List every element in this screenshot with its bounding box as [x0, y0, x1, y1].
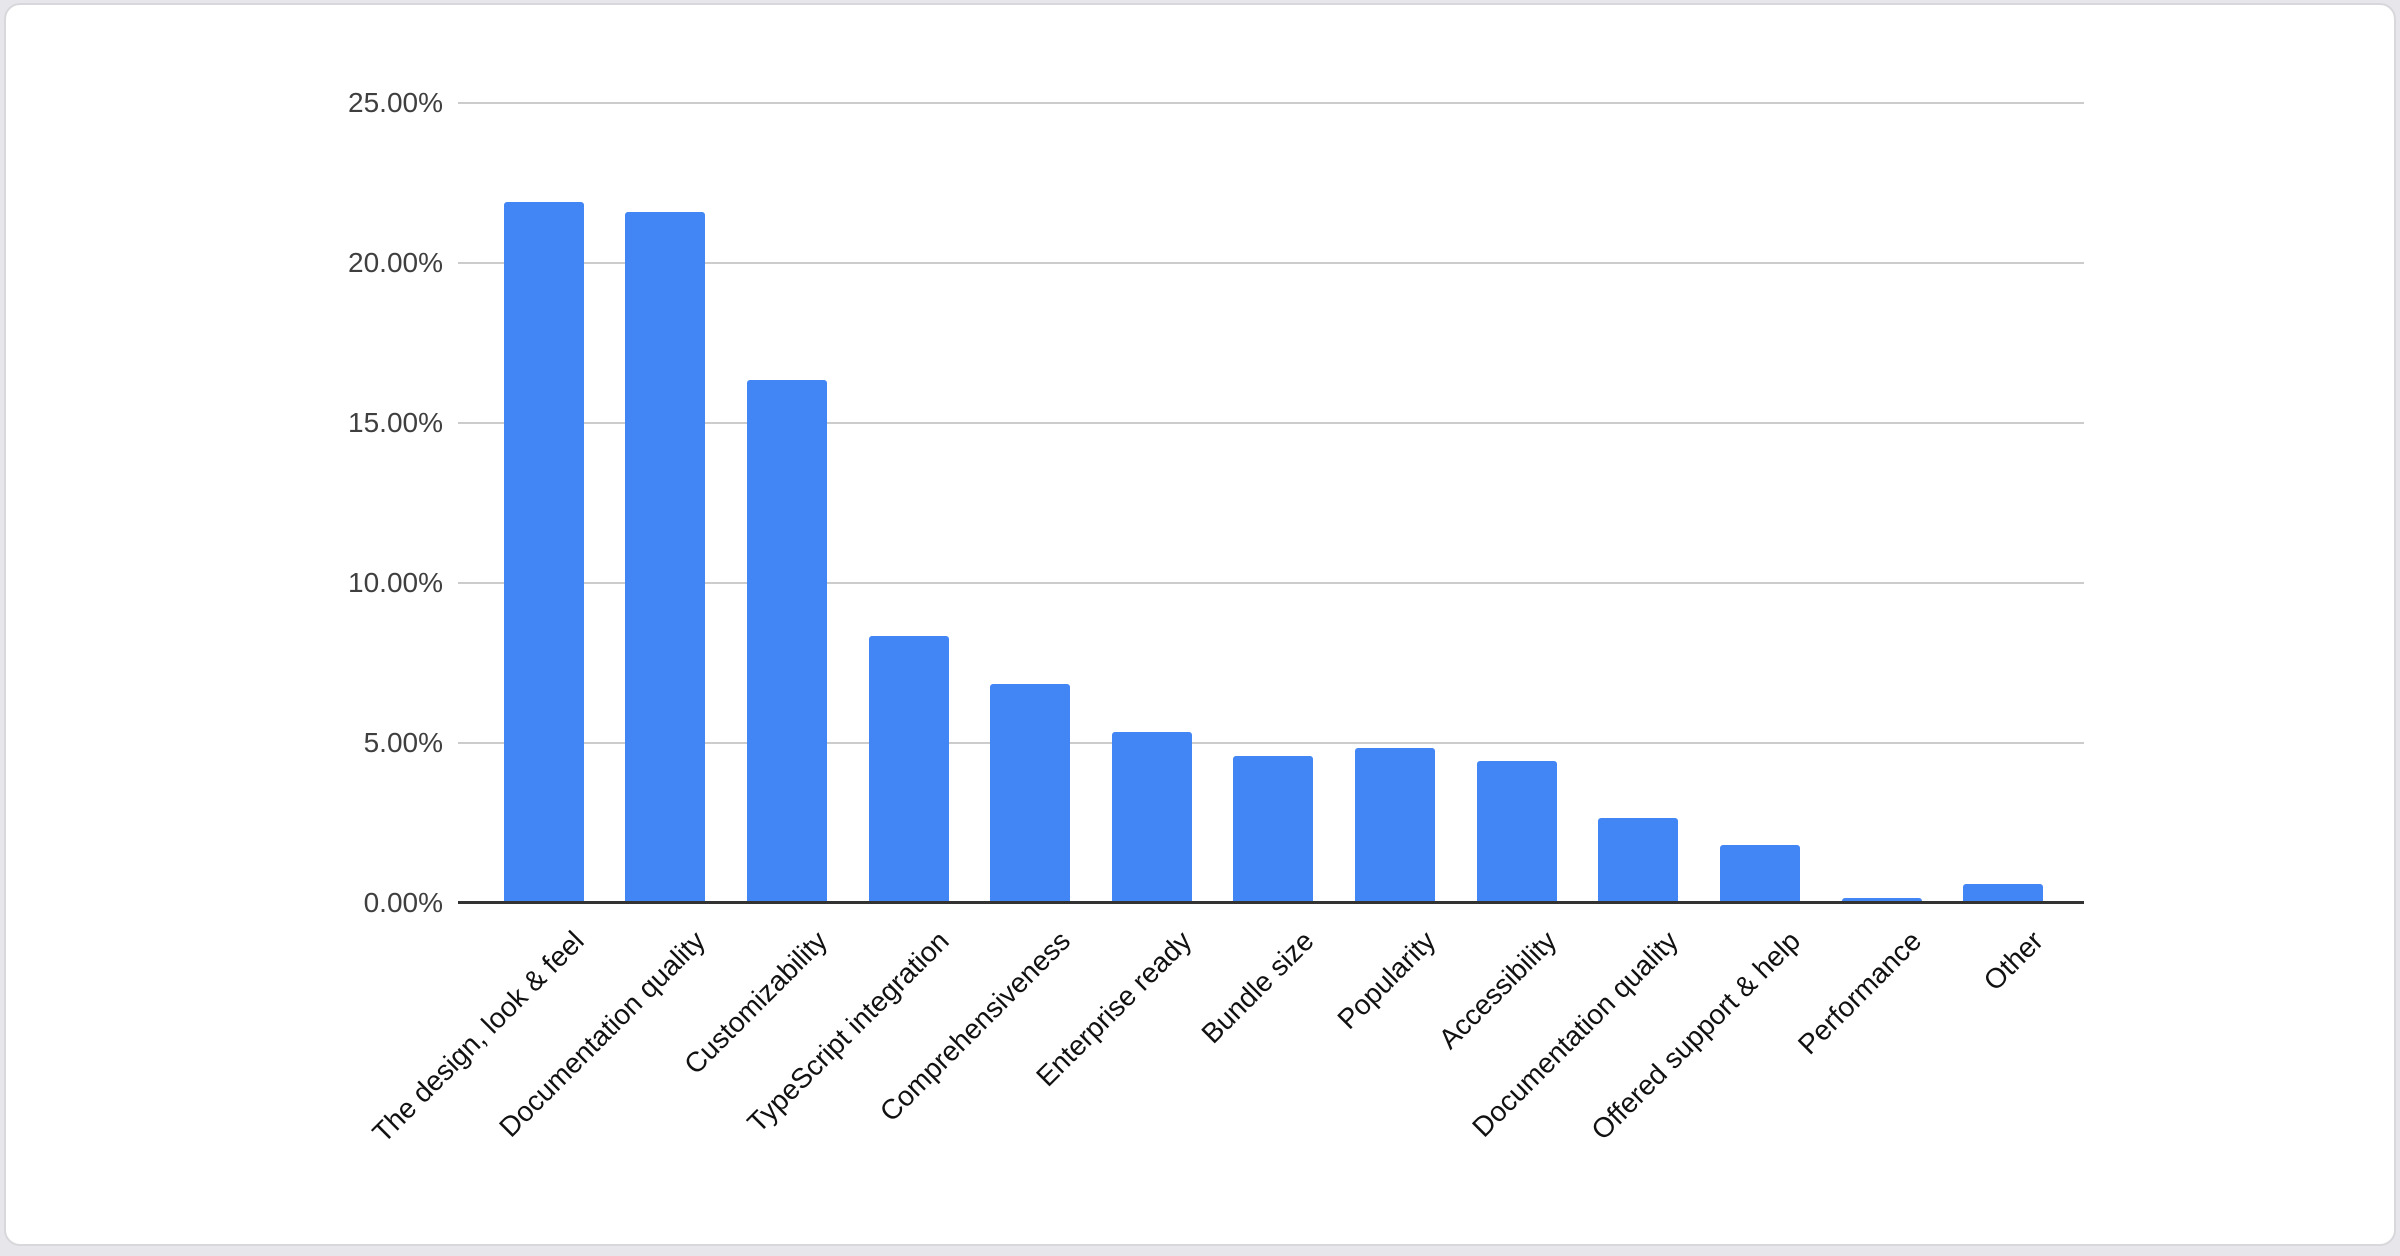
bar: [1233, 756, 1314, 903]
y-axis-tick-label: 10.00%: [348, 567, 443, 598]
gridline: [458, 582, 2084, 584]
x-axis-category-label: Documentation quality: [1466, 925, 1685, 1143]
x-axis-line: [458, 901, 2084, 904]
y-axis-tick-label: 25.00%: [348, 87, 443, 118]
bar-slot: Customizability: [678, 103, 848, 1080]
bar-slot: Enterprise ready: [1031, 103, 1213, 1092]
x-axis-category-label: The design, look & feel: [366, 925, 590, 1149]
x-axis-category-label: Performance: [1792, 925, 1928, 1061]
gridline: [458, 742, 2084, 744]
bar: [1476, 761, 1557, 903]
y-axis: 25.00% 20.00% 15.00% 10.00% 5.00% 0.00%: [6, 87, 443, 918]
gridlines: [458, 102, 2084, 904]
x-axis-category-label: Documentation quality: [493, 925, 712, 1143]
y-axis-tick-label: 5.00%: [363, 727, 443, 758]
gridline: [458, 422, 2084, 424]
bar: [1963, 884, 2044, 903]
bar: [503, 202, 584, 903]
y-axis-tick-label: 15.00%: [348, 407, 443, 438]
y-axis-tick-label: 20.00%: [348, 247, 443, 278]
bar: [1111, 732, 1192, 903]
x-axis-category-label: Offered support & help: [1585, 925, 1806, 1146]
bar-slot: Bundle size: [1195, 103, 1335, 1049]
x-axis-category-label: Bundle size: [1195, 925, 1320, 1050]
bar: [1841, 898, 1922, 903]
bar: [747, 380, 828, 903]
x-axis-category-label: Accessibility: [1432, 925, 1563, 1055]
bar: [1598, 818, 1679, 903]
bar: [1719, 845, 1800, 903]
bar-slot: Offered support & help: [1585, 103, 1821, 1146]
bar: [625, 212, 706, 903]
gridline: [458, 262, 2084, 264]
y-axis-tick-label: 0.00%: [363, 887, 443, 918]
x-axis-category-label: Other: [1977, 925, 2050, 997]
bar-slot: Accessibility: [1433, 103, 1578, 1055]
bar-slot: TypeScript integration: [741, 103, 970, 1138]
bar-slot: Comprehensiveness: [874, 103, 1091, 1127]
bar-slot: Performance: [1792, 103, 1943, 1060]
bar-slot: Documentation quality: [494, 103, 727, 1143]
bar-slot: Documentation quality: [1466, 103, 1699, 1143]
x-axis-category-label: TypeScript integration: [741, 925, 955, 1139]
gridline: [458, 102, 2084, 104]
bar-chart: 25.00% 20.00% 15.00% 10.00% 5.00% 0.00% The d…: [6, 5, 2394, 1244]
bar: [1355, 748, 1436, 903]
bar-slot: Other: [1942, 103, 2064, 996]
x-axis-category-label: Popularity: [1331, 925, 1441, 1035]
bar: [990, 684, 1071, 903]
chart-card: 25.00% 20.00% 15.00% 10.00% 5.00% 0.00% The d…: [4, 3, 2396, 1246]
bar-slot: Popularity: [1331, 103, 1456, 1035]
bars-row: The design, look & feel Documentation qua…: [366, 103, 2084, 1148]
bar: [868, 636, 949, 903]
bar-slot: The design, look & feel: [366, 103, 605, 1148]
